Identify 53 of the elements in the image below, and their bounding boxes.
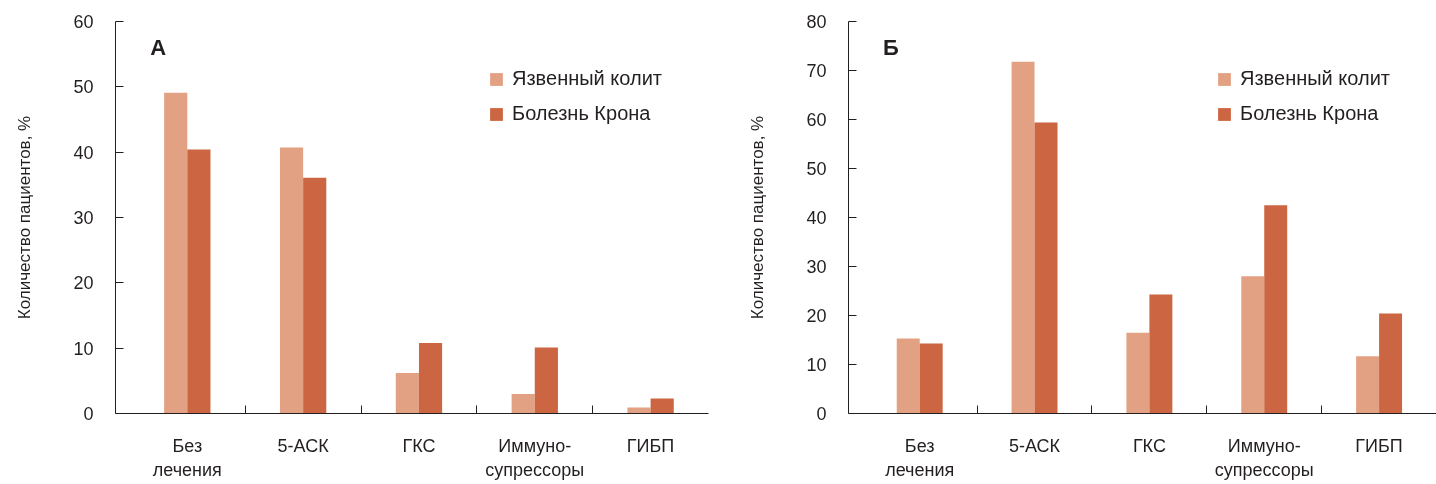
legend-label: Болезнь Крона	[1240, 102, 1379, 125]
bar	[1241, 276, 1265, 414]
x-tick-label: ГКС	[402, 435, 436, 456]
y-axis-title: Количество пациентов, %	[748, 115, 768, 320]
bar	[395, 372, 419, 414]
y-tick-label: 30	[73, 208, 94, 228]
bar	[187, 149, 211, 414]
y-tick-label: 20	[806, 306, 827, 326]
x-tick-label: 5-АСК	[277, 435, 330, 456]
x-tick-label: Без лечения	[885, 435, 955, 480]
bar	[534, 347, 558, 414]
y-tick-label: 40	[806, 208, 827, 228]
bar	[1126, 332, 1150, 414]
x-tick-label: ГИБП	[626, 435, 675, 456]
legend-label: Болезнь Крона	[512, 102, 651, 125]
x-tick-label: ГИБП	[1355, 435, 1403, 456]
legend-label: Язвенный колит	[512, 67, 662, 90]
y-tick-label: 50	[73, 77, 94, 98]
y-tick-label: 0	[83, 404, 94, 424]
y-tick-label: 60	[73, 12, 94, 32]
y-tick-label: 80	[806, 12, 827, 32]
bar	[1011, 61, 1035, 414]
y-tick-label: 40	[73, 142, 94, 163]
bar	[279, 147, 304, 414]
y-tick-label: 30	[806, 257, 827, 277]
y-tick-label: 70	[806, 61, 827, 81]
bar	[1356, 356, 1380, 414]
bar	[164, 92, 188, 414]
x-tick-label: 5-АСК	[1009, 435, 1061, 456]
x-tick-label: ГКС	[1132, 435, 1166, 456]
y-tick-label: 20	[73, 273, 94, 294]
y-tick-label: 0	[816, 404, 827, 424]
bar	[1034, 122, 1058, 414]
y-tick-label: 50	[806, 159, 827, 179]
x-tick-label: Иммуно- супрессоры	[485, 435, 585, 480]
y-tick-label: 10	[806, 355, 827, 375]
bar	[418, 342, 443, 414]
y-axis-title: Количество пациентов, %	[15, 115, 35, 320]
bar	[511, 393, 535, 414]
bar	[1264, 205, 1288, 414]
legend-label: Язвенный колит	[1240, 67, 1390, 90]
bar	[650, 398, 674, 414]
x-tick-label: Без лечения	[152, 435, 222, 480]
bar	[303, 177, 327, 414]
bar	[1149, 294, 1173, 414]
y-tick-label: 10	[73, 338, 94, 359]
bar	[896, 338, 920, 414]
x-tick-label: Иммуно- супрессоры	[1214, 435, 1314, 480]
bar	[919, 343, 943, 414]
y-tick-label: 60	[806, 110, 827, 130]
text: А	[150, 35, 167, 61]
bar	[1379, 313, 1403, 414]
text: Б	[882, 35, 899, 61]
